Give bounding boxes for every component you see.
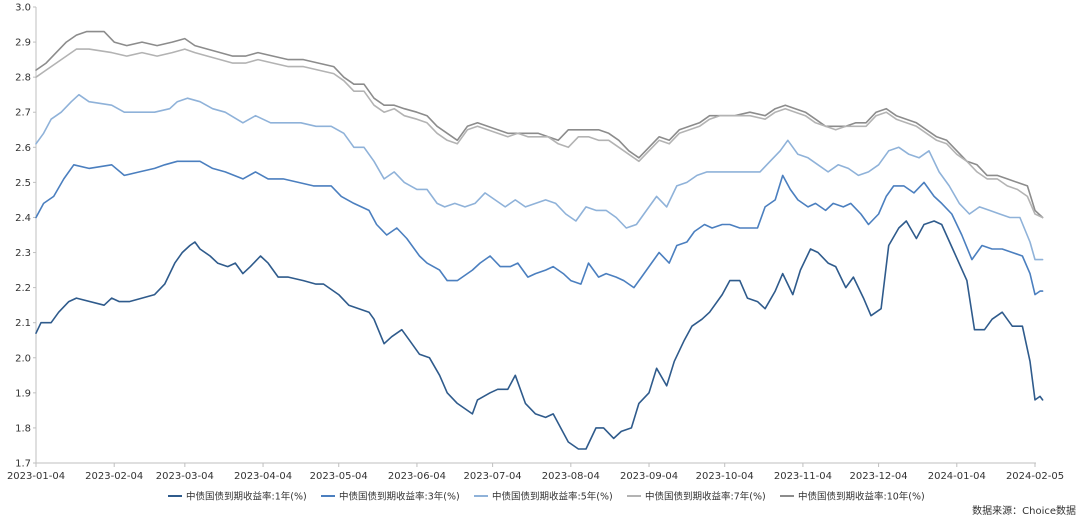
series-line [35,93,1044,261]
y-tick-label: 1.7 [15,459,31,470]
y-tick-label: 2.4 [15,213,31,224]
legend-label: 中债国债到期收益率:7年(%) [645,491,766,503]
x-tick-label: 2024-01-04 [928,471,986,482]
y-tick-label: 3.0 [15,3,31,14]
x-tick-label: 2023-01-04 [7,471,65,482]
y-tick-label: 2.7 [15,108,31,119]
x-tick-label: 2023-08-04 [542,471,600,482]
y-tick-label: 2.1 [15,318,31,329]
series-line [35,220,1044,450]
y-tick-label: 1.8 [15,423,31,434]
source-note: 数据来源：Choice数据 [972,504,1076,517]
axes [35,7,1036,464]
x-tick-label: 2023-10-04 [696,471,754,482]
y-tick-label: 2.9 [15,38,31,49]
y-tick-label: 2.5 [15,178,31,189]
x-tick-label: 2024-02-05 [1006,471,1064,482]
x-tick-label: 2023-05-04 [310,471,368,482]
x-tick-label: 2023-06-04 [388,471,446,482]
legend-label: 中债国债到期收益率:1年(%) [186,491,307,503]
legend-label: 中债国债到期收益率:3年(%) [339,491,460,503]
legend: 中债国债到期收益率:1年(%) 中债国债到期收益率:3年(%) 中债国债到期收益率:… [168,491,925,503]
x-tick-label: 2023-02-04 [85,471,143,482]
y-tick-label: 2.6 [15,143,31,154]
y-tick-label: 2.0 [15,353,31,364]
x-axis-ticks: 2023-01-04 2023-02-04 2023-03-04 2023-04-04… [7,463,1064,482]
series-lines [35,30,1044,450]
y-tick-label: 1.9 [15,388,31,399]
x-tick-label: 2023-09-04 [620,471,678,482]
series-line [35,48,1044,219]
x-tick-label: 2023-04-04 [234,471,292,482]
y-tick-label: 2.2 [15,283,31,294]
legend-label: 中债国债到期收益率:5年(%) [492,491,613,503]
x-tick-label: 2023-03-04 [156,471,214,482]
x-tick-label: 2023-12-04 [850,471,908,482]
x-tick-label: 2023-07-04 [464,471,522,482]
series-line [35,160,1044,296]
y-tick-label: 2.3 [15,248,31,259]
y-axis-ticks: 1.7 1.8 1.9 2.0 2.1 2.2 2.3 2.4 2.5 2.6 2.7 2.8 2.9 3… [15,3,36,470]
y-tick-label: 2.8 [15,73,31,84]
legend-label: 中债国债到期收益率:10年(%) [798,491,925,503]
series-line [35,30,1044,219]
x-tick-label: 2023-11-04 [774,471,832,482]
